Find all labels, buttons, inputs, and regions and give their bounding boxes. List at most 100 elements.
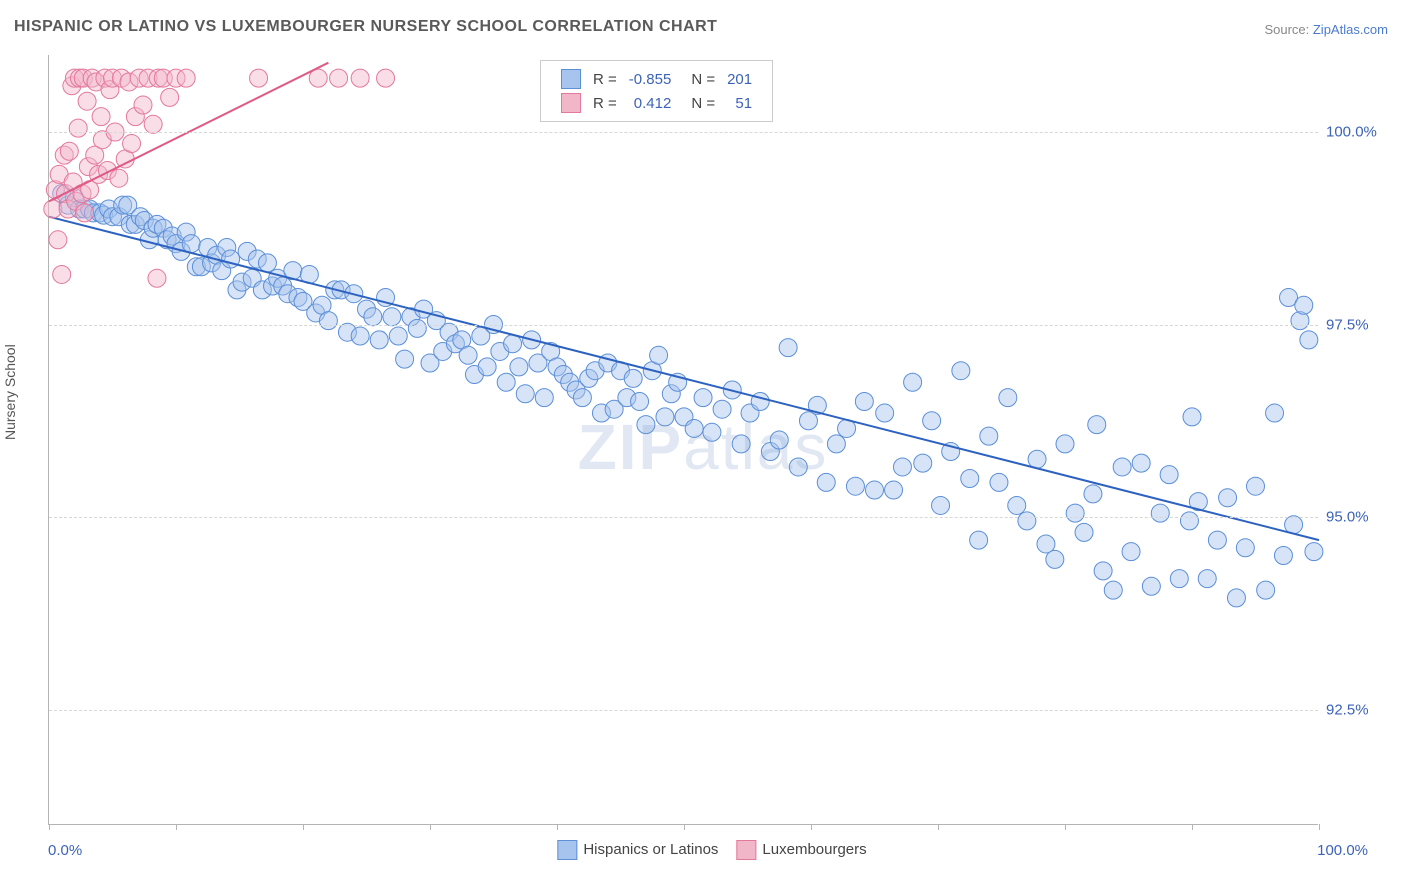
data-point: [49, 231, 67, 249]
legend-r-label: R =: [587, 67, 623, 91]
legend-row: R =-0.855N =201: [555, 67, 758, 91]
data-point: [1305, 543, 1323, 561]
x-tick: [49, 824, 50, 830]
gridline: [49, 132, 1318, 133]
data-point: [330, 69, 348, 87]
bottom-legend-swatch: [557, 840, 577, 860]
trend-line: [49, 217, 1319, 540]
data-point: [364, 308, 382, 326]
data-point: [893, 458, 911, 476]
legend-n-label: N =: [677, 91, 721, 115]
data-point: [60, 142, 78, 160]
data-point: [182, 235, 200, 253]
data-point: [914, 454, 932, 472]
data-point: [866, 481, 884, 499]
data-point: [377, 69, 395, 87]
chart-title: HISPANIC OR LATINO VS LUXEMBOURGER NURSE…: [14, 18, 717, 36]
y-axis-title: Nursery School: [2, 344, 18, 440]
data-point: [990, 473, 1008, 491]
data-point: [573, 389, 591, 407]
data-point: [1247, 477, 1265, 495]
data-point: [148, 269, 166, 287]
data-point: [383, 308, 401, 326]
data-point: [1056, 435, 1074, 453]
data-point: [637, 416, 655, 434]
data-point: [1219, 489, 1237, 507]
data-point: [1066, 504, 1084, 522]
legend-table: R =-0.855N =201R =0.412N =51: [555, 67, 758, 115]
data-point: [970, 531, 988, 549]
data-point: [161, 88, 179, 106]
data-point: [1257, 581, 1275, 599]
data-point: [770, 431, 788, 449]
legend-n-value: 51: [721, 91, 758, 115]
data-point: [1088, 416, 1106, 434]
legend-n-label: N =: [677, 67, 721, 91]
data-point: [123, 135, 141, 153]
data-point: [110, 169, 128, 187]
data-point: [389, 327, 407, 345]
x-axis-max-label: 100.0%: [1317, 842, 1368, 859]
y-tick-label: 97.5%: [1326, 316, 1369, 333]
y-tick-label: 92.5%: [1326, 701, 1369, 718]
data-point: [1274, 547, 1292, 565]
data-point: [713, 400, 731, 418]
data-point: [817, 473, 835, 491]
data-point: [1028, 450, 1046, 468]
data-point: [923, 412, 941, 430]
x-tick: [938, 824, 939, 830]
data-point: [351, 69, 369, 87]
bottom-legend-swatch: [736, 840, 756, 860]
legend-r-value: -0.855: [623, 67, 678, 91]
data-point: [1132, 454, 1150, 472]
data-point: [144, 115, 162, 133]
data-point: [92, 108, 110, 126]
data-point: [1160, 466, 1178, 484]
x-tick: [1319, 824, 1320, 830]
legend-swatch: [561, 93, 581, 113]
gridline: [49, 710, 1318, 711]
data-point: [1236, 539, 1254, 557]
data-point: [999, 389, 1017, 407]
x-tick: [430, 824, 431, 830]
legend-swatch: [561, 69, 581, 89]
data-point: [1300, 331, 1318, 349]
data-point: [1008, 496, 1026, 514]
data-point: [952, 362, 970, 380]
data-point: [1075, 523, 1093, 541]
data-point: [732, 435, 750, 453]
data-point: [1046, 550, 1064, 568]
x-axis-min-label: 0.0%: [48, 842, 82, 859]
bottom-legend: Hispanics or LatinosLuxembourgers: [539, 840, 866, 860]
data-point: [76, 204, 94, 222]
data-point: [1266, 404, 1284, 422]
data-point: [1122, 543, 1140, 561]
data-point: [779, 339, 797, 357]
data-point: [846, 477, 864, 495]
data-point: [789, 458, 807, 476]
data-point: [177, 69, 195, 87]
source-prefix: Source:: [1264, 22, 1312, 37]
data-point: [459, 346, 477, 364]
data-point: [1018, 512, 1036, 530]
data-point: [1198, 570, 1216, 588]
data-point: [624, 369, 642, 387]
data-point: [904, 373, 922, 391]
x-tick: [303, 824, 304, 830]
data-point: [656, 408, 674, 426]
x-tick: [811, 824, 812, 830]
source-label: Source: ZipAtlas.com: [1264, 22, 1388, 37]
data-point: [53, 265, 71, 283]
data-point: [855, 393, 873, 411]
data-point: [134, 96, 152, 114]
x-tick: [557, 824, 558, 830]
data-point: [408, 319, 426, 337]
data-point: [1113, 458, 1131, 476]
x-tick: [176, 824, 177, 830]
data-point: [396, 350, 414, 368]
data-point: [478, 358, 496, 376]
source-link[interactable]: ZipAtlas.com: [1313, 22, 1388, 37]
data-point: [250, 69, 268, 87]
data-point: [1227, 589, 1245, 607]
data-point: [1142, 577, 1160, 595]
